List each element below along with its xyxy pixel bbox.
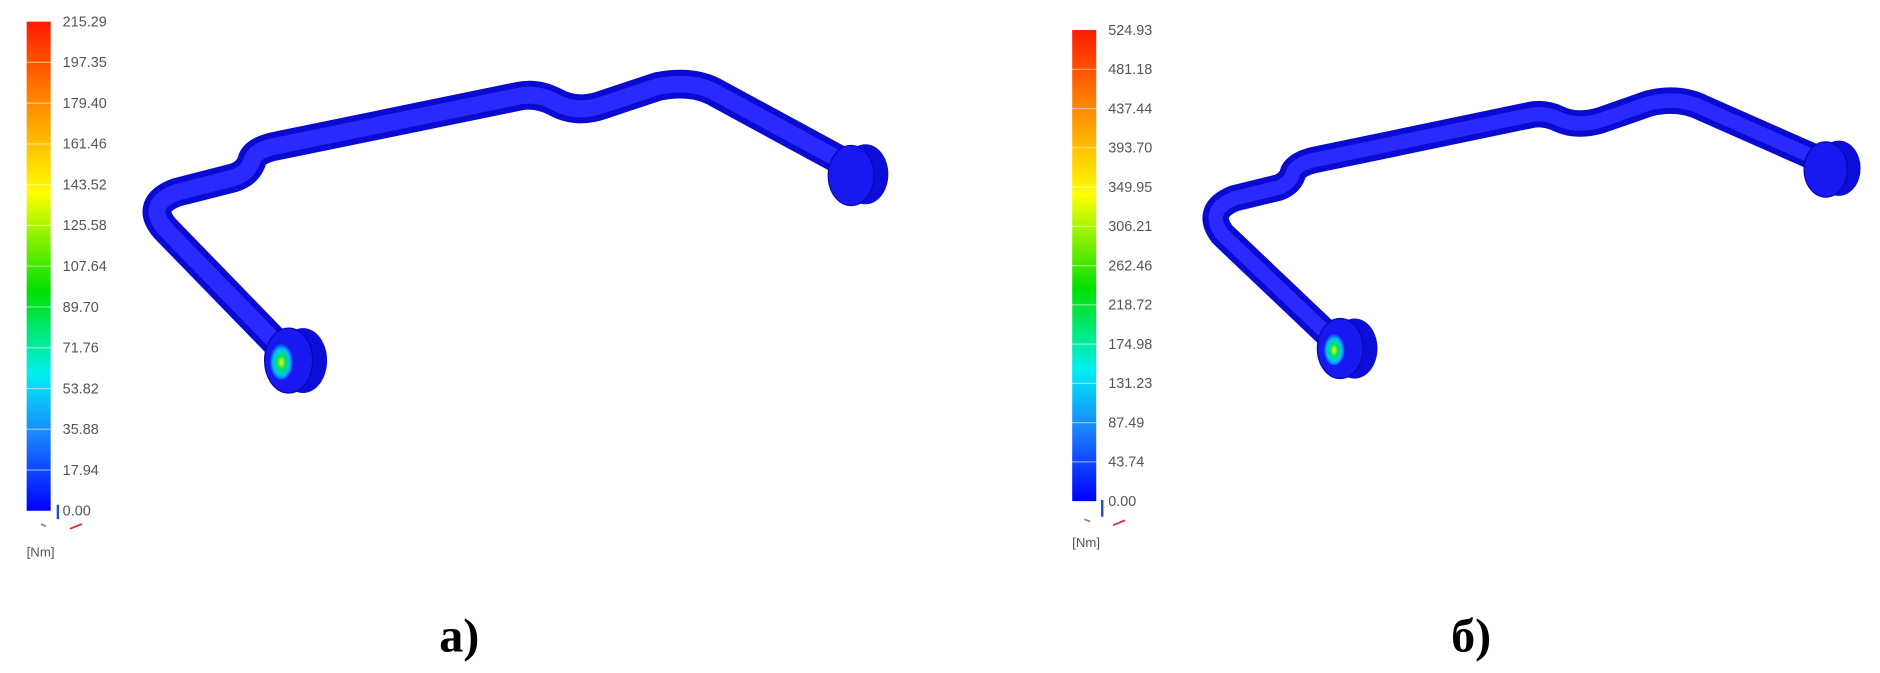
- scale-tick-label: 437.44: [1108, 101, 1152, 117]
- scale-tick-label: 17.94: [63, 463, 99, 479]
- scale-tick-label: 35.88: [63, 422, 99, 438]
- scale-tick-label: 197.35: [63, 55, 107, 71]
- caption-b: б): [1451, 609, 1491, 662]
- axis-triad-icon: [1083, 499, 1126, 527]
- scale-tick-label: 262.46: [1108, 258, 1152, 274]
- scale-tick-label: 0.00: [1108, 494, 1136, 510]
- color-scale-ticks: 215.29 197.35 179.40 161.46 143.52 125.58 107.…: [26, 14, 107, 520]
- scale-tick-label: 161.46: [63, 137, 107, 153]
- axis-triad-icon: [40, 504, 83, 530]
- scale-tick-label: 0.00: [63, 504, 91, 520]
- color-scale-ticks: 524.93 481.18 437.44 393.70 349.95 306.21 262.…: [1072, 23, 1152, 510]
- scale-tick-label: 143.52: [63, 177, 107, 193]
- scale-tick-label: 349.95: [1108, 180, 1152, 196]
- panel-b: 524.93 481.18 437.44 393.70 349.95 306.21 262.…: [1072, 23, 1861, 662]
- scale-tick-label: 306.21: [1108, 219, 1152, 235]
- stabilizer-bar-model: [142, 69, 889, 394]
- scale-tick-label: 125.58: [63, 218, 107, 234]
- unit-label: [Nm]: [27, 544, 55, 559]
- scale-tick-label: 524.93: [1108, 23, 1152, 39]
- scale-tick-label: 393.70: [1108, 141, 1152, 157]
- scale-tick-label: 131.23: [1108, 376, 1152, 392]
- scale-tick-label: 89.70: [63, 300, 99, 316]
- scale-tick-label: 179.40: [63, 96, 107, 112]
- scale-tick-label: 43.74: [1108, 455, 1144, 471]
- unit-label: [Nm]: [1072, 535, 1100, 550]
- scale-tick-label: 481.18: [1108, 62, 1152, 78]
- stabilizer-bar-model: [1202, 87, 1861, 380]
- scale-tick-label: 107.64: [63, 259, 107, 275]
- panel-a: 215.29 197.35 179.40 161.46 143.52 125.58 107.…: [26, 14, 889, 662]
- scale-tick-label: 174.98: [1108, 337, 1152, 353]
- scale-tick-label: 218.72: [1108, 298, 1152, 314]
- scale-tick-label: 87.49: [1108, 415, 1144, 431]
- scale-tick-label: 53.82: [63, 381, 99, 397]
- caption-a: а): [439, 609, 479, 662]
- scale-tick-label: 71.76: [63, 341, 99, 357]
- scale-tick-label: 215.29: [63, 14, 107, 30]
